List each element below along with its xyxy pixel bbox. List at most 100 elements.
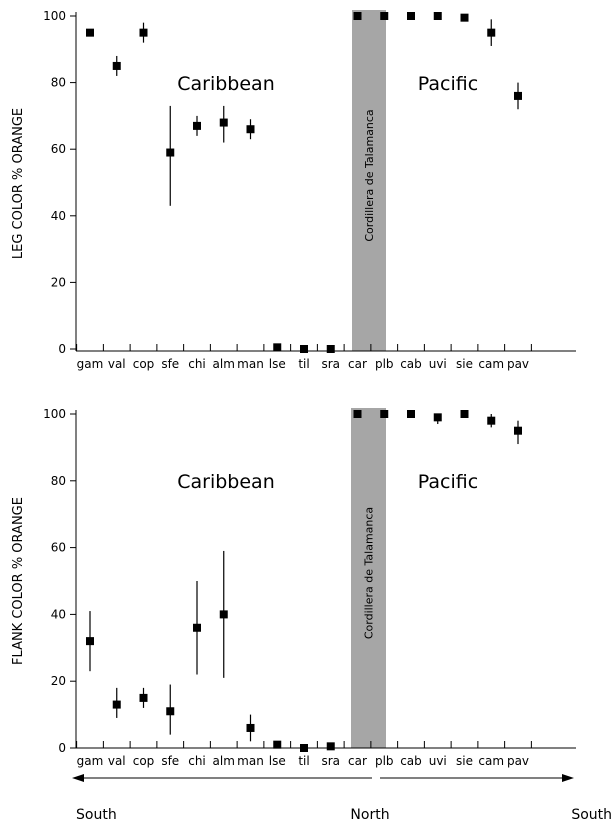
data-point-sra bbox=[326, 345, 335, 353]
y-axis-title: LEG COLOR % ORANGE bbox=[11, 108, 26, 259]
x-tick-label-til: til bbox=[298, 357, 309, 371]
data-point-pav bbox=[514, 91, 522, 100]
x-tick-label-pav: pav bbox=[507, 357, 529, 371]
y-tick-label: 80 bbox=[51, 76, 66, 90]
y-tick-label: 100 bbox=[43, 407, 66, 421]
direction-axis: South North South bbox=[72, 774, 612, 823]
x-tick-label-cab: cab bbox=[400, 754, 422, 768]
y-tick-label: 100 bbox=[43, 9, 66, 23]
region-label-caribbean: Caribbean bbox=[177, 471, 275, 493]
x-tick-label-uvi: uvi bbox=[429, 754, 447, 768]
x-tick-label-man: man bbox=[237, 754, 264, 768]
data-point-til bbox=[300, 744, 308, 752]
x-tick-label-uvi: uvi bbox=[429, 357, 447, 371]
x-tick-label-val: val bbox=[108, 357, 126, 371]
x-tick-label-gam: gam bbox=[77, 754, 104, 768]
direction-label-south-left: South bbox=[76, 807, 117, 823]
x-tick-label-cam: cam bbox=[478, 357, 504, 371]
x-tick-label-sfe: sfe bbox=[161, 754, 179, 768]
x-tick-label-lse: lse bbox=[269, 357, 286, 371]
x-tick-label-val: val bbox=[108, 754, 126, 768]
direction-label-south-right: South bbox=[571, 807, 612, 823]
region-label-caribbean: Caribbean bbox=[177, 73, 275, 95]
data-point-man bbox=[246, 723, 255, 732]
x-tick-label-sra: sra bbox=[321, 357, 340, 371]
x-tick-label-plb: plb bbox=[375, 754, 394, 768]
data-point-uvi bbox=[433, 12, 442, 20]
data-point-alm bbox=[219, 118, 228, 127]
data-point-lse bbox=[273, 343, 282, 352]
south-arrowhead bbox=[72, 774, 84, 782]
data-point-cam bbox=[487, 28, 496, 37]
cordillera-band bbox=[351, 408, 386, 748]
y-tick-label: 0 bbox=[58, 342, 66, 356]
y-tick-label: 60 bbox=[51, 142, 66, 156]
x-tick-label-cam: cam bbox=[478, 754, 504, 768]
data-point-car bbox=[353, 410, 362, 418]
data-point-uvi bbox=[433, 413, 442, 422]
band-label: Cordillera de Talamanca bbox=[363, 507, 376, 639]
data-point-cop bbox=[139, 28, 148, 37]
data-point-plb bbox=[380, 12, 389, 20]
x-tick-label-sra: sra bbox=[321, 754, 340, 768]
data-point-lse bbox=[273, 740, 282, 749]
data-point-cab bbox=[407, 12, 415, 20]
x-tick-label-cop: cop bbox=[133, 754, 155, 768]
direction-label-north: North bbox=[350, 807, 389, 823]
data-point-cab bbox=[407, 410, 415, 418]
data-point-gam bbox=[86, 637, 94, 646]
data-point-sfe bbox=[166, 148, 175, 157]
chart-panel-1: Cordillera de Talamanca 0 20 40 60 80 100 gam va… bbox=[11, 9, 576, 371]
data-point-sfe bbox=[166, 707, 175, 716]
y-tick-label: 40 bbox=[51, 209, 66, 223]
data-point-chi bbox=[193, 121, 201, 130]
y-tick-label: 0 bbox=[58, 741, 66, 755]
x-tick-label-car: car bbox=[348, 357, 367, 371]
x-tick-label-sie: sie bbox=[456, 754, 473, 768]
x-tick-label-alm: alm bbox=[213, 754, 235, 768]
y-tick-label: 20 bbox=[51, 674, 66, 688]
data-point-sra bbox=[326, 742, 335, 751]
y-tick-label: 40 bbox=[51, 607, 66, 621]
data-point-man bbox=[246, 125, 255, 134]
y-tick-label: 80 bbox=[51, 474, 66, 488]
x-tick-label-man: man bbox=[237, 357, 264, 371]
x-tick-label-chi: chi bbox=[188, 754, 206, 768]
region-label-pacific: Pacific bbox=[418, 471, 478, 493]
y-tick-label: 20 bbox=[51, 275, 66, 289]
x-tick-label-chi: chi bbox=[188, 357, 206, 371]
y-axis-title: FLANK COLOR % ORANGE bbox=[11, 497, 26, 665]
y-tick-label: 60 bbox=[51, 541, 66, 555]
data-point-pav bbox=[514, 426, 522, 435]
x-tick-label-cab: cab bbox=[400, 357, 422, 371]
data-point-til bbox=[300, 345, 308, 353]
x-tick-label-til: til bbox=[298, 754, 309, 768]
data-point-gam bbox=[86, 28, 94, 37]
cordillera-band bbox=[352, 10, 386, 351]
region-label-pacific: Pacific bbox=[418, 73, 478, 95]
band-label: Cordillera de Talamanca bbox=[363, 109, 376, 241]
x-tick-label-sie: sie bbox=[456, 357, 473, 371]
data-point-plb bbox=[380, 410, 389, 418]
data-point-alm bbox=[219, 610, 228, 619]
south-right-arrowhead bbox=[562, 774, 574, 782]
data-point-sie bbox=[460, 410, 469, 418]
x-tick-label-pav: pav bbox=[507, 754, 529, 768]
x-tick-label-lse: lse bbox=[269, 754, 286, 768]
data-point-chi bbox=[193, 623, 201, 632]
x-tick-label-gam: gam bbox=[77, 357, 104, 371]
x-tick-label-sfe: sfe bbox=[161, 357, 179, 371]
x-tick-label-cop: cop bbox=[133, 357, 155, 371]
chart-panel-2: Cordillera de Talamanca 0 20 40 60 80 100 gam va… bbox=[11, 407, 576, 768]
data-point-car bbox=[353, 12, 362, 20]
data-point-sie bbox=[460, 13, 469, 22]
data-point-val bbox=[112, 61, 121, 70]
data-point-cop bbox=[139, 693, 148, 702]
data-point-cam bbox=[487, 416, 496, 425]
data-point-val bbox=[112, 700, 121, 709]
x-tick-label-alm: alm bbox=[213, 357, 235, 371]
x-tick-label-car: car bbox=[348, 754, 367, 768]
x-tick-label-plb: plb bbox=[375, 357, 394, 371]
